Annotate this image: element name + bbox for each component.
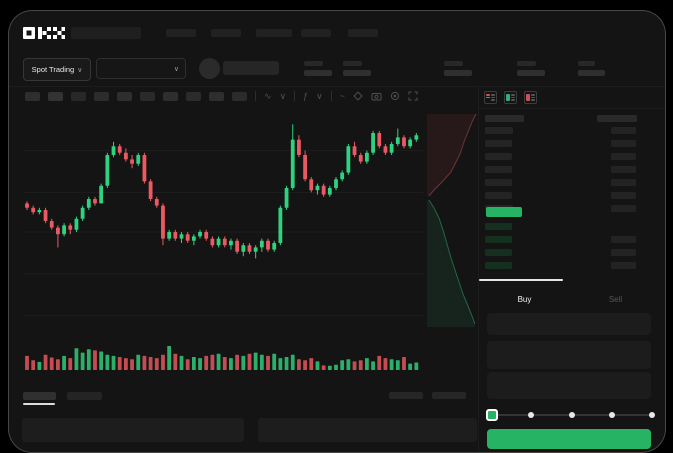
orderbook-row-bar[interactable] bbox=[485, 249, 512, 256]
volume-chart bbox=[25, 346, 419, 370]
buy-submit-button[interactable] bbox=[487, 429, 651, 449]
timeframe-button[interactable] bbox=[117, 91, 132, 101]
fullscreen-icon[interactable] bbox=[408, 91, 418, 101]
toolbar-separator bbox=[294, 91, 296, 101]
ticker-stat-label bbox=[578, 61, 595, 66]
orderbook-header-price bbox=[485, 115, 524, 122]
orderbook-row-bar[interactable] bbox=[611, 153, 636, 160]
market-type-dropdown[interactable]: Spot Trading ∨ bbox=[23, 58, 91, 81]
nav-item-placeholder[interactable] bbox=[211, 29, 241, 37]
slider-stop-dot[interactable] bbox=[568, 412, 575, 418]
search-bar-placeholder[interactable] bbox=[71, 27, 141, 39]
bottom-action-placeholder[interactable] bbox=[389, 392, 423, 399]
chevron-down-icon: ∨ bbox=[173, 65, 179, 73]
compare-icon[interactable] bbox=[353, 91, 363, 101]
orderbook-row-bar[interactable] bbox=[611, 166, 636, 173]
market-type-label: Spot Trading bbox=[31, 65, 75, 74]
orderbook-row-bar[interactable] bbox=[611, 140, 636, 147]
price-input[interactable] bbox=[487, 313, 651, 335]
slider-stop-dot[interactable] bbox=[528, 412, 535, 418]
toolbar-separator bbox=[255, 91, 256, 101]
ticker-stat-label bbox=[517, 61, 536, 66]
orderbook-row-bar[interactable] bbox=[611, 236, 636, 243]
orderbook-row-bar[interactable] bbox=[485, 140, 512, 147]
chart-toolbar: ∿ ∨ ƒ ∨ ~ bbox=[25, 91, 418, 101]
chart-style-icon[interactable]: ∿ bbox=[264, 91, 272, 101]
orderbook-row-bar[interactable] bbox=[611, 127, 636, 134]
timeframe-button[interactable] bbox=[209, 91, 224, 101]
pair-selector-dropdown[interactable]: ∨ bbox=[96, 58, 186, 79]
okx-logo[interactable] bbox=[23, 26, 65, 40]
orderbook-row-bar[interactable] bbox=[611, 192, 636, 199]
bottom-tab-active-placeholder[interactable] bbox=[23, 392, 56, 400]
coin-avatar bbox=[199, 58, 220, 79]
chevron-down-icon[interactable]: ∨ bbox=[279, 91, 287, 101]
orderbook-row-bar[interactable] bbox=[485, 179, 512, 186]
ticker-stat-value bbox=[444, 70, 472, 76]
camera-icon[interactable] bbox=[371, 91, 382, 101]
settings-icon[interactable] bbox=[390, 91, 400, 101]
app-window: Spot Trading ∨ ∨ ∿ ∨ ƒ ∨ ~ bbox=[8, 10, 666, 453]
amount-slider-handle[interactable] bbox=[486, 409, 498, 421]
nav-item-placeholder[interactable] bbox=[256, 29, 292, 37]
header-divider bbox=[9, 86, 665, 87]
chevron-down-icon[interactable]: ∨ bbox=[316, 91, 323, 101]
orderbook-layout-bids-button[interactable] bbox=[504, 91, 517, 104]
orderbook-layout-both-button[interactable] bbox=[484, 91, 497, 104]
timeframe-button[interactable] bbox=[140, 91, 155, 101]
bottom-tab-placeholder[interactable] bbox=[67, 392, 102, 400]
orderbook-row-bar[interactable] bbox=[611, 262, 636, 269]
orderbook-row-bar[interactable] bbox=[611, 179, 636, 186]
timeframe-button[interactable] bbox=[71, 91, 86, 101]
timeframe-button[interactable] bbox=[163, 91, 178, 101]
active-tab-indicator bbox=[479, 279, 563, 281]
timeframe-button[interactable] bbox=[232, 91, 247, 101]
indicators-icon[interactable]: ƒ bbox=[303, 91, 309, 101]
orderbook-row-bar[interactable] bbox=[485, 262, 512, 269]
timeframe-button[interactable] bbox=[25, 91, 40, 101]
nav-item-placeholder[interactable] bbox=[166, 29, 196, 37]
nav-item-placeholder[interactable] bbox=[301, 29, 331, 37]
timeframe-button[interactable] bbox=[48, 91, 63, 101]
amount-input[interactable] bbox=[487, 341, 651, 369]
ticker-stat-value bbox=[343, 70, 371, 76]
orderbook-layout-asks-button[interactable] bbox=[524, 91, 537, 104]
orderbook-row-bar[interactable] bbox=[611, 249, 636, 256]
slider-stop-dot[interactable] bbox=[649, 412, 655, 418]
bottom-tab-underline bbox=[23, 403, 55, 405]
chevron-down-icon: ∨ bbox=[77, 66, 83, 74]
orderbook-row-bar[interactable] bbox=[485, 127, 513, 134]
ticker-stat-label bbox=[444, 61, 463, 66]
timeframe-button[interactable] bbox=[186, 91, 201, 101]
candlestick-chart[interactable] bbox=[23, 111, 423, 333]
orderbook-row-bar[interactable] bbox=[485, 166, 512, 173]
orderbook-row-bar[interactable] bbox=[485, 236, 512, 243]
orderbook-row-bar[interactable] bbox=[485, 153, 512, 160]
bottom-action-placeholder[interactable] bbox=[432, 392, 466, 399]
tab-buy[interactable]: Buy bbox=[517, 295, 532, 304]
orderbook-row-bar[interactable] bbox=[611, 205, 636, 212]
ticker-stat-label bbox=[304, 61, 323, 66]
ticker-stat-value bbox=[578, 70, 605, 76]
orderbook-last-price[interactable] bbox=[486, 207, 522, 217]
orderbook-row-bar[interactable] bbox=[485, 192, 512, 199]
total-input[interactable] bbox=[487, 372, 651, 399]
depth-chart bbox=[427, 113, 477, 327]
ticker-stat-value bbox=[304, 70, 332, 76]
orders-panel-placeholder bbox=[258, 418, 477, 442]
orders-panel-placeholder bbox=[22, 418, 244, 442]
orderbook-header-amount bbox=[597, 115, 637, 122]
ticker-stat-label bbox=[343, 61, 362, 66]
panel-divider bbox=[478, 87, 479, 452]
orderbook-row-bar[interactable] bbox=[485, 223, 512, 230]
toolbar-separator bbox=[330, 91, 332, 101]
pair-name-placeholder bbox=[223, 61, 279, 75]
timeframe-button[interactable] bbox=[94, 91, 109, 101]
slider-stop-dot[interactable] bbox=[608, 412, 615, 418]
line-tool-icon[interactable]: ~ bbox=[339, 91, 346, 101]
orderbook-divider bbox=[478, 108, 665, 109]
nav-item-placeholder[interactable] bbox=[348, 29, 378, 37]
tab-sell[interactable]: Sell bbox=[608, 295, 623, 304]
ticker-stat-value bbox=[517, 70, 545, 76]
